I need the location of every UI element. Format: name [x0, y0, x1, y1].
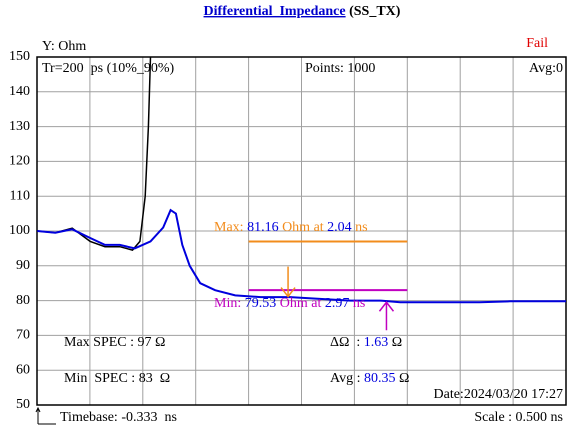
- label: Max SPEC :: [64, 335, 134, 350]
- scale: Scale : 0.500 ns: [474, 410, 563, 425]
- value: 80.35: [364, 371, 396, 386]
- status: Fail: [526, 36, 548, 51]
- y-tick-label: 80: [16, 293, 30, 308]
- title-suffix: (SS_TX): [346, 4, 401, 19]
- marker-unit: Ohm at: [282, 220, 324, 235]
- value: 83: [139, 371, 153, 386]
- marker-unit: Ohm at: [280, 296, 322, 311]
- y-tick-label: 100: [9, 223, 30, 238]
- y-tick-label: 90: [16, 258, 30, 273]
- title: Differential Impedance: [204, 4, 346, 19]
- marker-value: 79.53: [245, 296, 277, 311]
- date: Date:2024/03/20 17:27: [434, 387, 564, 402]
- y-tick-label: 110: [10, 188, 30, 203]
- marker-text: Max: 81.16 Ohm at 2.04 ns: [214, 220, 368, 235]
- marker-value: 81.16: [247, 220, 279, 235]
- marker-text: Min: 79.53 Ohm at 2.97 ns: [214, 296, 365, 311]
- delta-text: ΔΩ : 1.63 Ω: [330, 335, 402, 350]
- y-tick-label: 50: [16, 397, 30, 412]
- data-line: [37, 208, 566, 304]
- y-axis-label: Y: Ohm: [42, 39, 86, 54]
- max-spec-text: Max SPEC : 97 Ω: [64, 335, 165, 350]
- avg-text: Avg : 80.35 Ω: [330, 371, 409, 386]
- min-spec-text: Min SPEC : 83 Ω: [64, 371, 170, 386]
- marker-x-unit: ns: [353, 296, 365, 311]
- y-tick-label: 140: [9, 84, 30, 99]
- marker-label: Min:: [214, 296, 241, 311]
- y-tick-label: 130: [9, 119, 30, 134]
- y-tick-label: 150: [9, 49, 30, 64]
- marker-x: 2.04: [327, 220, 352, 235]
- y-tick-label: 60: [16, 362, 30, 377]
- value: 97: [138, 335, 152, 350]
- label: Avg :: [330, 371, 360, 386]
- header-mid: Points: 1000: [305, 61, 375, 76]
- unit: Ω: [399, 371, 409, 386]
- marker-x-unit: ns: [355, 220, 367, 235]
- marker-arrow: [280, 266, 296, 298]
- unit: Ω: [155, 335, 165, 350]
- y-tick-label: 70: [16, 328, 30, 343]
- marker-label: Max:: [214, 220, 244, 235]
- header-left: Tr=200 ps (10%_90%): [42, 61, 175, 76]
- timebase: Timebase: -0.333 ns: [60, 410, 177, 425]
- header-right: Avg:0: [529, 61, 563, 76]
- marker-arrow: [378, 301, 395, 331]
- origin-icon: [35, 406, 56, 425]
- unit: Ω: [392, 335, 402, 350]
- chart-title: Differential Impedance (SS_TX): [204, 4, 401, 19]
- value: 1.63: [364, 335, 389, 350]
- label: ΔΩ :: [330, 335, 360, 350]
- marker-x: 2.97: [325, 296, 350, 311]
- y-tick-label: 120: [9, 154, 30, 169]
- unit: Ω: [160, 371, 170, 386]
- plot-frame: [36, 56, 567, 406]
- label: Min SPEC :: [64, 371, 135, 386]
